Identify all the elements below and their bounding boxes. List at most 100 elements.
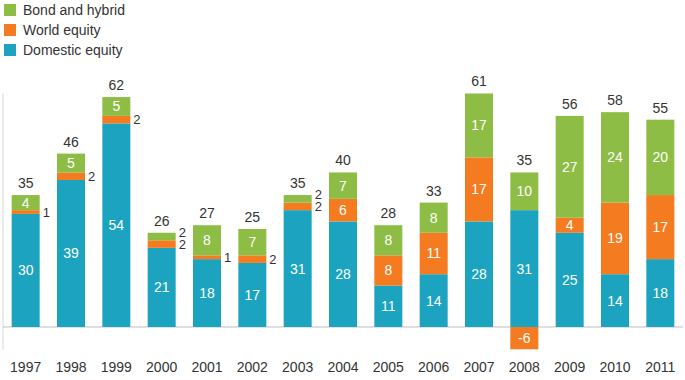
bar-segment bbox=[374, 225, 402, 255]
total-label: 46 bbox=[63, 134, 79, 150]
data-label: 19 bbox=[607, 230, 623, 246]
data-label: 21 bbox=[154, 279, 170, 295]
total-label: 62 bbox=[109, 77, 125, 93]
bar-segment bbox=[420, 233, 448, 274]
data-label: 31 bbox=[517, 261, 533, 277]
bar-segment bbox=[646, 259, 674, 327]
data-label: 5 bbox=[112, 98, 120, 114]
data-label: 11 bbox=[426, 245, 441, 261]
data-label: 8 bbox=[203, 232, 211, 248]
bar-segment bbox=[102, 97, 130, 116]
bar-segment bbox=[510, 327, 538, 350]
bar-segment bbox=[102, 123, 130, 327]
bar-segment bbox=[465, 157, 493, 221]
data-label: 17 bbox=[245, 287, 261, 303]
bar-segment bbox=[284, 195, 312, 203]
data-label: 14 bbox=[607, 293, 623, 309]
total-label: 56 bbox=[562, 96, 578, 112]
bar-segment bbox=[148, 233, 176, 241]
bar-segment bbox=[510, 172, 538, 210]
legend-label: World equity bbox=[23, 22, 101, 38]
data-label: 17 bbox=[653, 219, 669, 235]
x-tick-label: 2004 bbox=[327, 359, 358, 375]
legend-label: Bond and hybrid bbox=[23, 2, 125, 18]
data-label: 17 bbox=[471, 181, 487, 197]
data-label: 1 bbox=[43, 205, 50, 220]
data-label: 2 bbox=[88, 169, 95, 184]
chart-container: 3014353925465425622122261818271727253122… bbox=[0, 0, 685, 380]
x-tick-label: 2003 bbox=[282, 359, 313, 375]
chart-svg: 3014353925465425622122261818271727253122… bbox=[0, 0, 685, 380]
legend-label: Domestic equity bbox=[23, 42, 123, 58]
bar-segment bbox=[329, 172, 357, 198]
bar-segment bbox=[465, 93, 493, 157]
data-label: 6 bbox=[339, 202, 347, 218]
bar-segment bbox=[193, 225, 221, 255]
total-label: 35 bbox=[290, 175, 306, 191]
data-label: 7 bbox=[339, 178, 347, 194]
legend-swatch bbox=[4, 44, 16, 56]
bar-segment bbox=[148, 248, 176, 327]
data-label: 14 bbox=[426, 293, 442, 309]
data-label: 2 bbox=[315, 187, 322, 202]
bar-segment bbox=[238, 263, 266, 327]
bar-segment bbox=[329, 221, 357, 327]
data-label: 4 bbox=[566, 217, 574, 233]
data-label: 1 bbox=[224, 250, 231, 265]
x-tick-label: 2008 bbox=[509, 359, 540, 375]
total-label: 28 bbox=[381, 205, 397, 221]
total-label: 40 bbox=[335, 152, 351, 168]
total-label: 35 bbox=[18, 175, 34, 191]
bar-segment bbox=[57, 172, 85, 180]
bar-segment bbox=[193, 259, 221, 327]
total-label: 58 bbox=[607, 92, 623, 108]
data-label: 54 bbox=[109, 217, 125, 233]
bar-segment bbox=[12, 195, 40, 210]
x-tick-label: 2009 bbox=[554, 359, 585, 375]
legend-swatch bbox=[4, 4, 16, 16]
bar-segment bbox=[601, 203, 629, 275]
data-label: 28 bbox=[471, 266, 487, 282]
bar-segment bbox=[284, 203, 312, 211]
labels: 3014353925465425622122261818271727253122… bbox=[18, 73, 668, 346]
data-label: 4 bbox=[22, 195, 30, 211]
data-label: 2 bbox=[269, 252, 276, 267]
y-axis-line bbox=[3, 93, 4, 349]
bar-segment bbox=[193, 255, 221, 259]
x-tick-label: 2001 bbox=[191, 359, 222, 375]
x-tick-label: 2002 bbox=[237, 359, 268, 375]
x-tick-label: 2007 bbox=[463, 359, 494, 375]
x-tick-label: 1999 bbox=[101, 359, 132, 375]
x-tick-label: 2010 bbox=[599, 359, 630, 375]
legend-swatch bbox=[4, 24, 16, 36]
bar-segment bbox=[148, 240, 176, 248]
data-label: 28 bbox=[335, 266, 351, 282]
data-label: 18 bbox=[199, 285, 215, 301]
data-label: 8 bbox=[384, 262, 392, 278]
x-tick-label: 2011 bbox=[645, 359, 675, 375]
bar-segment bbox=[238, 229, 266, 255]
data-label: 2 bbox=[179, 225, 186, 240]
x-tick-label: 1997 bbox=[10, 359, 41, 375]
bar-segment bbox=[12, 210, 40, 214]
bar-segment bbox=[465, 221, 493, 327]
data-label: 31 bbox=[290, 261, 306, 277]
bar-segment bbox=[601, 274, 629, 327]
total-label: 35 bbox=[517, 152, 533, 168]
bar-segment bbox=[510, 210, 538, 327]
x-tick-label: 2006 bbox=[418, 359, 449, 375]
data-label: 5 bbox=[67, 155, 75, 171]
bar-segment bbox=[374, 286, 402, 327]
total-label: 25 bbox=[245, 209, 261, 225]
x-tick-label: 2000 bbox=[146, 359, 177, 375]
legend: Bond and hybrid World equity Domestic equi… bbox=[4, 2, 125, 58]
data-label: 7 bbox=[248, 234, 256, 250]
bar-segment bbox=[12, 214, 40, 327]
total-label: 61 bbox=[471, 73, 487, 89]
data-label: 2 bbox=[133, 112, 140, 127]
bar-segment bbox=[556, 116, 584, 218]
total-label: 27 bbox=[199, 205, 215, 221]
data-label: 20 bbox=[653, 149, 669, 165]
data-label: 25 bbox=[562, 272, 578, 288]
bars bbox=[12, 93, 675, 349]
